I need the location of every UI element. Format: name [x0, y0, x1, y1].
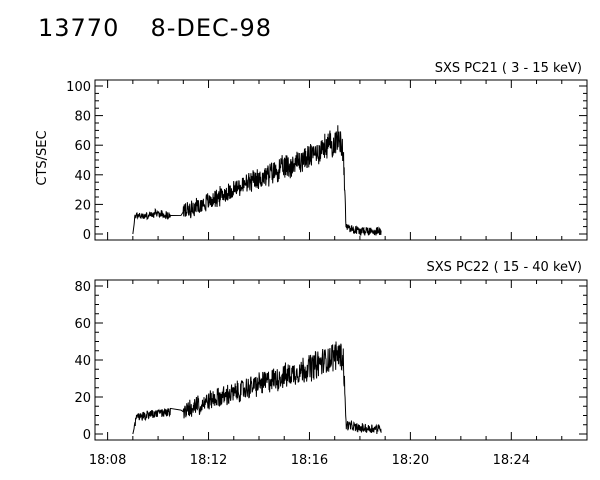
y-axis-title: CTS/SEC [35, 130, 50, 185]
y-tick-label: 40 [74, 169, 91, 184]
x-tick-label: 18:08 [89, 453, 126, 468]
y-tick-label: 40 [74, 354, 91, 369]
y-tick-label: 20 [74, 391, 91, 406]
panel-title-pc21: SXS PC21 ( 3 - 15 keV) [435, 61, 582, 76]
series-line-pc21 [132, 125, 382, 236]
y-tick-label: 100 [66, 80, 91, 95]
panel-pc22: SXS PC22 ( 15 - 40 keV) 0 20 40 60 80 18:08 18… [74, 260, 588, 468]
y-tick-label: 60 [74, 139, 91, 154]
y-tick-label: 0 [83, 428, 91, 443]
y-tick-label: 0 [83, 228, 91, 243]
x-tick-label: 18:16 [291, 453, 328, 468]
y-tick-label: 80 [74, 110, 91, 125]
observation-date: 8-DEC-98 [150, 14, 272, 42]
x-tick-label: 18:20 [392, 453, 429, 468]
x-tick-label: 18:24 [493, 453, 530, 468]
y-tick-label: 20 [74, 198, 91, 213]
series-line-pc22 [132, 341, 382, 435]
x-tick-label: 18:12 [190, 453, 227, 468]
plot-header: 13770 8-DEC-98 [38, 14, 272, 48]
y-tick-label: 60 [74, 317, 91, 332]
panel-pc21: SXS PC21 ( 3 - 15 keV) CTS/SEC 0 20 40 60 80… [35, 61, 588, 243]
y-tick-label: 80 [74, 280, 91, 295]
event-id: 13770 [38, 14, 120, 42]
panel-title-pc22: SXS PC22 ( 15 - 40 keV) [426, 260, 582, 275]
